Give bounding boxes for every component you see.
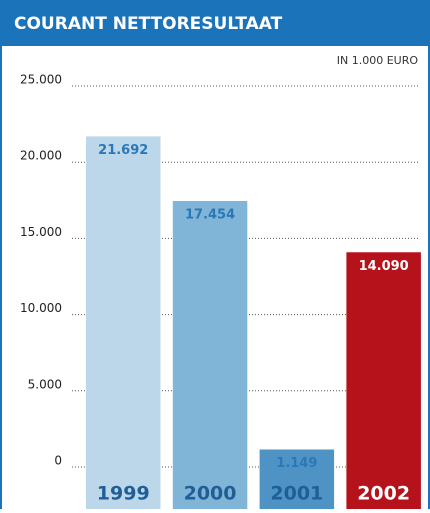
value-label: 21.692 bbox=[98, 143, 148, 158]
x-tick-label: 2000 bbox=[184, 483, 237, 505]
y-tick-label: 15.000 bbox=[20, 225, 62, 239]
bar bbox=[346, 252, 421, 509]
y-tick-label: 25.000 bbox=[20, 73, 62, 87]
value-label: 17.454 bbox=[185, 208, 235, 223]
y-tick-label: 5.000 bbox=[28, 377, 62, 391]
chart-title: COURANT NETTORESULTAAT bbox=[14, 14, 283, 34]
unit-label: IN 1.000 EURO bbox=[337, 54, 419, 67]
x-tick-label: 2002 bbox=[357, 483, 410, 505]
bar bbox=[259, 449, 335, 509]
header-band bbox=[0, 0, 430, 46]
y-tick-label: 20.000 bbox=[20, 149, 62, 163]
value-label: 14.090 bbox=[359, 259, 409, 274]
value-label: 1.149 bbox=[276, 456, 317, 471]
x-tick-label: 1999 bbox=[97, 483, 150, 505]
x-tick-label: 2001 bbox=[270, 483, 323, 505]
y-tick-label: 10.000 bbox=[20, 301, 62, 315]
y-tick-label: 0 bbox=[54, 454, 62, 468]
bar bbox=[86, 136, 161, 509]
bar bbox=[172, 201, 248, 509]
